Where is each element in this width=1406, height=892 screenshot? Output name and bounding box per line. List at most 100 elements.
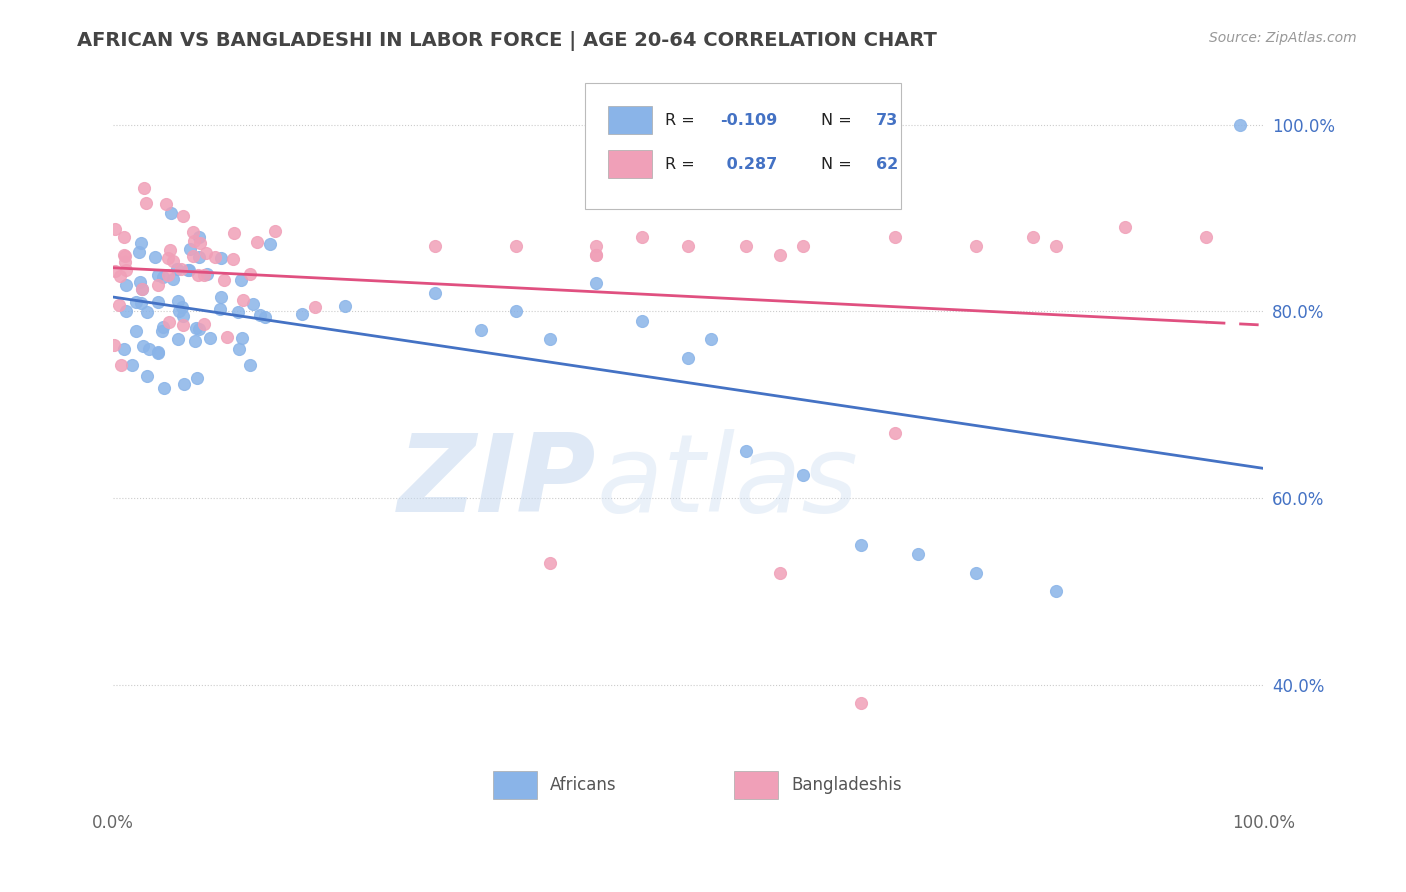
Point [538,557,561,571]
Point [167,332,190,346]
Point [304,300,326,314]
Point [212,273,235,287]
Point [115,263,138,277]
Point [112,342,135,356]
FancyBboxPatch shape [494,772,537,799]
Text: N =: N = [821,157,856,172]
Point [155,197,177,211]
Point [146,268,169,282]
Point [184,321,207,335]
Point [538,332,561,346]
Point [132,339,155,353]
Point [333,299,356,313]
Point [148,346,170,360]
Point [585,239,607,253]
Point [193,268,215,282]
Point [291,306,314,320]
Point [678,239,700,253]
Point [181,248,204,262]
Text: 62: 62 [876,157,898,172]
Point [700,332,723,346]
Point [131,282,153,296]
Text: R =: R = [665,157,700,172]
Point [208,301,231,316]
Point [162,272,184,286]
Text: Africans: Africans [550,776,617,795]
Point [104,222,127,236]
Point [170,300,193,314]
Point [135,196,157,211]
Point [249,308,271,322]
Point [157,315,180,329]
Point [148,295,170,310]
Text: Source: ZipAtlas.com: Source: ZipAtlas.com [1209,31,1357,45]
Point [136,368,159,383]
Point [734,444,756,458]
Point [195,246,218,260]
FancyBboxPatch shape [607,151,651,178]
Point [217,330,239,344]
Point [148,277,170,292]
Point [254,310,277,325]
Point [167,303,190,318]
Point [114,255,136,269]
Point [166,262,188,277]
Point [246,235,269,249]
Point [505,304,527,318]
Point [221,252,243,266]
Point [114,249,136,263]
Point [184,334,207,348]
Point [907,547,929,561]
Point [187,268,209,282]
Point [173,377,195,392]
Point [678,351,700,365]
Point [110,358,132,372]
Point [1022,229,1045,244]
Point [228,342,250,356]
FancyBboxPatch shape [607,106,651,134]
Point [585,248,607,262]
Point [183,225,205,239]
Point [585,248,607,262]
Text: R =: R = [665,112,700,128]
Text: -0.109: -0.109 [720,112,778,128]
Point [849,697,872,711]
Point [177,263,200,277]
Point [239,358,262,372]
Point [157,268,180,282]
Point [425,285,447,300]
Point [231,331,253,345]
Point [150,324,173,338]
Point [146,345,169,359]
Point [226,305,249,319]
Point [131,282,153,296]
Point [103,338,125,352]
Point [198,331,221,345]
Point [1114,220,1136,235]
Text: 73: 73 [876,112,898,128]
Text: AFRICAN VS BANGLADESHI IN LABOR FORCE | AGE 20-64 CORRELATION CHART: AFRICAN VS BANGLADESHI IN LABOR FORCE | … [77,31,938,51]
Point [631,313,654,327]
Point [162,254,184,268]
Point [1045,584,1067,599]
Point [193,318,215,332]
Point [190,235,212,250]
Point [159,206,181,220]
Point [505,239,527,253]
Text: N =: N = [821,112,856,128]
Point [242,297,264,311]
Point [128,276,150,290]
Point [1045,239,1067,253]
Point [152,269,174,284]
Text: 0.287: 0.287 [720,157,776,172]
Point [125,295,148,310]
Point [631,229,654,244]
Point [152,381,174,395]
Point [187,251,209,265]
Point [107,298,129,312]
Point [159,244,181,258]
Point [232,293,254,307]
Point [132,180,155,194]
Point [585,277,607,291]
Point [129,235,152,250]
